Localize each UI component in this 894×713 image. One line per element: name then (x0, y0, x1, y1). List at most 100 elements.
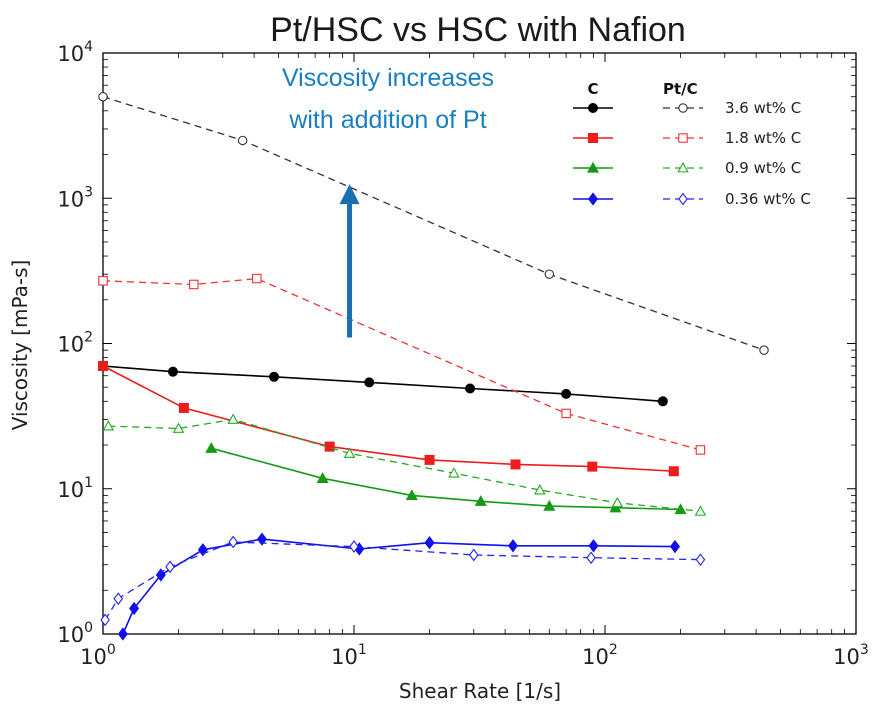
data-point (468, 548, 479, 562)
data-point (155, 568, 166, 582)
data-point (586, 551, 596, 565)
series-line (102, 96, 765, 351)
series-ptc-2 (98, 273, 706, 455)
legend-column-title-ptc: Pt/C (663, 80, 698, 98)
data-point (113, 592, 124, 606)
series-layer (98, 91, 769, 641)
legend-label-2: 1.8 wt% C (725, 129, 801, 147)
series-c-2 (98, 360, 679, 477)
data-point (98, 91, 108, 102)
annotation-arrow-head (339, 184, 360, 205)
data-point (588, 539, 599, 553)
series-line (102, 365, 663, 403)
legend-label-3: 0.9 wt% C (725, 159, 801, 177)
legend: C Pt/C 3.6 wt% C 1.8 wt% C 0.9 wt% C 0.3… (573, 80, 811, 208)
annotation-line-2: with addition of Pt (288, 106, 486, 134)
legend-column-title-c: C (587, 80, 598, 98)
legend-marker-c (587, 192, 599, 206)
y-tick-label: 103 (57, 184, 93, 211)
data-point (268, 371, 279, 382)
legend-marker-ptc (678, 192, 688, 206)
annotation-layer: Viscosity increases with addition of Pt (282, 64, 494, 338)
legend-label-1: 3.6 wt% C (725, 99, 801, 117)
series-line (104, 541, 701, 621)
data-point (205, 442, 218, 453)
data-point (474, 495, 487, 506)
x-tick-label: 102 (582, 642, 618, 669)
data-point (668, 466, 679, 477)
legend-marker-ptc (678, 133, 688, 143)
data-point (316, 472, 329, 483)
data-point (228, 535, 238, 549)
legend-marker-c (586, 161, 600, 173)
x-tick-label: 101 (331, 642, 367, 669)
data-point (544, 269, 555, 279)
tick-labels: 100 101 102 103 100 101 102 103 104 (57, 39, 868, 669)
data-point (227, 413, 239, 424)
y-tick-label: 102 (57, 330, 93, 357)
y-tick-label: 101 (57, 475, 93, 502)
legend-marker-ptc (677, 162, 689, 173)
data-point (129, 601, 140, 616)
data-point (98, 276, 108, 286)
y-tick-label: 100 (57, 620, 93, 647)
x-axis-label: Shear Rate [1/s] (399, 679, 561, 703)
series-line (211, 447, 681, 511)
series-line (122, 538, 676, 635)
data-point (343, 447, 356, 458)
data-point (237, 135, 248, 146)
data-point (424, 454, 435, 465)
data-point (657, 396, 668, 407)
data-point (405, 489, 418, 501)
data-point (364, 377, 375, 388)
data-point (349, 540, 359, 553)
data-point (611, 496, 624, 508)
legend-marker-c (588, 133, 598, 143)
data-point (448, 467, 460, 478)
data-point (561, 388, 572, 399)
data-point (167, 366, 178, 377)
data-point (98, 360, 108, 371)
chart-title: Pt/HSC vs HSC with Nafion (270, 11, 686, 49)
data-point (117, 627, 128, 641)
series-line (102, 365, 674, 472)
y-axis-label: Viscosity [mPa-s] (8, 260, 32, 431)
data-point (189, 279, 199, 290)
data-point (694, 505, 707, 516)
data-point (534, 484, 546, 495)
series-ptc-1 (98, 91, 769, 355)
data-point (100, 613, 110, 627)
data-point (561, 408, 571, 419)
series-c-3 (205, 442, 687, 515)
data-point (252, 273, 262, 284)
legend-marker-ptc (678, 103, 688, 113)
legend-symbols (573, 103, 703, 206)
legend-label-4: 0.36 wt% C (725, 190, 811, 208)
data-point (465, 383, 476, 394)
legend-marker-c (588, 103, 598, 113)
series-line (102, 277, 701, 451)
data-point (759, 345, 769, 355)
data-point (510, 459, 521, 470)
series-c-1 (98, 360, 668, 407)
data-point (172, 422, 185, 433)
data-point (507, 539, 519, 553)
data-point (165, 560, 175, 574)
data-point (178, 402, 189, 413)
x-tick-label: 103 (833, 642, 869, 669)
series-c-4 (117, 532, 680, 641)
y-tick-label: 104 (57, 39, 93, 66)
data-point (669, 539, 680, 554)
series-line (108, 418, 701, 512)
x-tick-label: 100 (80, 642, 116, 669)
data-point (102, 420, 115, 431)
data-point (543, 499, 556, 511)
series-ptc-3 (102, 413, 707, 516)
data-point (424, 536, 435, 550)
annotation-line-1: Viscosity increases (282, 64, 494, 92)
data-point (587, 461, 598, 472)
data-point (695, 553, 706, 567)
data-point (256, 532, 268, 546)
data-point (695, 445, 706, 455)
series-ptc-4 (100, 535, 706, 627)
